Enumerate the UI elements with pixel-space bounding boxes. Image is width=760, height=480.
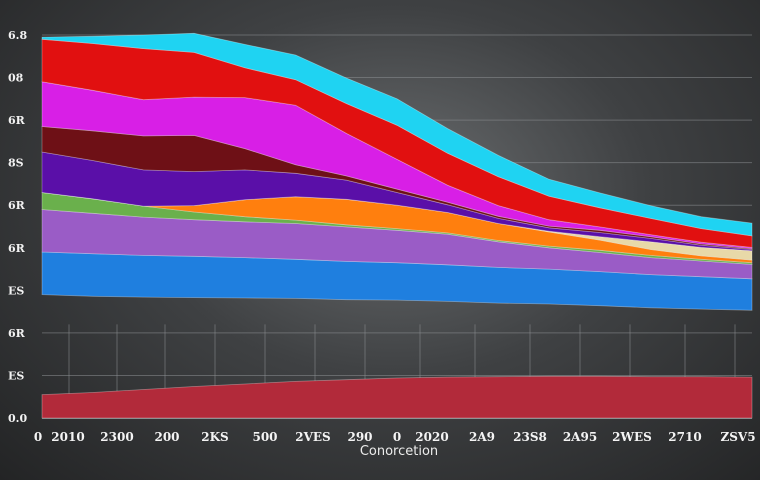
y-tick-label: 6.8	[8, 29, 27, 42]
y-tick-label: 0.0	[8, 412, 27, 425]
x-tick-label: 2A95	[563, 430, 597, 444]
y-tick-label: 6R	[8, 327, 26, 340]
x-tick-label: 2A9	[469, 430, 495, 444]
x-tick-label: ZSV5	[720, 430, 755, 444]
y-tick-label: 6R	[8, 199, 26, 212]
x-tick-label: 2710	[668, 430, 701, 444]
area-series-cyan	[41, 32, 753, 237]
x-tick-label: 2VES	[295, 430, 330, 444]
x-tick-label: 2WES	[612, 430, 652, 444]
x-tick-label: 2KS	[201, 430, 228, 444]
x-tick-label: 0	[393, 430, 401, 444]
x-tick-label: 2010	[51, 430, 84, 444]
x-tick-label: 2300	[100, 430, 133, 444]
x-axis-ticks: 0 2010 2300 200 2KS 500 2VES 290 0 2020 2A9 23S8 2A9…	[34, 430, 756, 444]
x-tick-label: 0	[34, 430, 42, 444]
x-tick-label: 23S8	[513, 430, 547, 444]
y-tick-label: 08	[8, 72, 24, 85]
y-tick-label: ES	[8, 369, 24, 382]
x-tick-label: 200	[154, 430, 179, 444]
series-layer	[41, 32, 753, 419]
y-tick-label: 6R	[8, 114, 26, 127]
area-series-crimson	[41, 375, 753, 419]
y-tick-label: 8S	[8, 157, 24, 170]
x-tick-label: 500	[252, 430, 277, 444]
y-tick-label: 6R	[8, 242, 26, 255]
y-axis-ticks: 0.0 ES 6R ES 6R 6R 8S 6R 08 6.8	[8, 29, 27, 425]
x-axis-label: Conorcetion	[360, 444, 438, 459]
x-tick-label: 2020	[415, 430, 448, 444]
y-tick-label: ES	[8, 284, 24, 297]
x-tick-label: 290	[347, 430, 372, 444]
